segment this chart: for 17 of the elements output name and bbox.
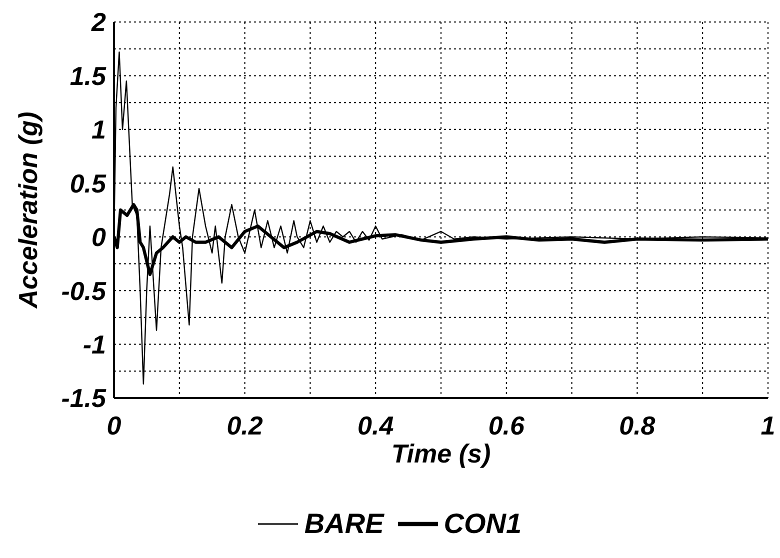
x-tick-label: 0.8 bbox=[619, 410, 656, 440]
x-tick-label: 0.6 bbox=[488, 410, 526, 440]
y-axis-title: Acceleration (g) bbox=[13, 112, 44, 310]
y-tick-label: -0.5 bbox=[61, 276, 107, 306]
x-tick-label: 0.4 bbox=[358, 410, 394, 440]
y-tick-label: -1.5 bbox=[61, 383, 107, 414]
x-axis-title: Time (s) bbox=[391, 438, 491, 468]
legend-label: BARE bbox=[304, 508, 384, 540]
y-tick-label: -1 bbox=[82, 330, 106, 360]
x-tick-label: 1 bbox=[760, 410, 776, 440]
x-tick-label: 0.2 bbox=[226, 410, 264, 440]
y-tick-label: 1.5 bbox=[70, 60, 107, 91]
legend-label: CON1 bbox=[444, 508, 522, 540]
y-tick-label: 1 bbox=[92, 114, 106, 145]
y-tick-label: 2 bbox=[90, 7, 107, 38]
y-tick-label: 0.5 bbox=[70, 168, 107, 198]
y-tick-label: 0 bbox=[92, 222, 107, 252]
